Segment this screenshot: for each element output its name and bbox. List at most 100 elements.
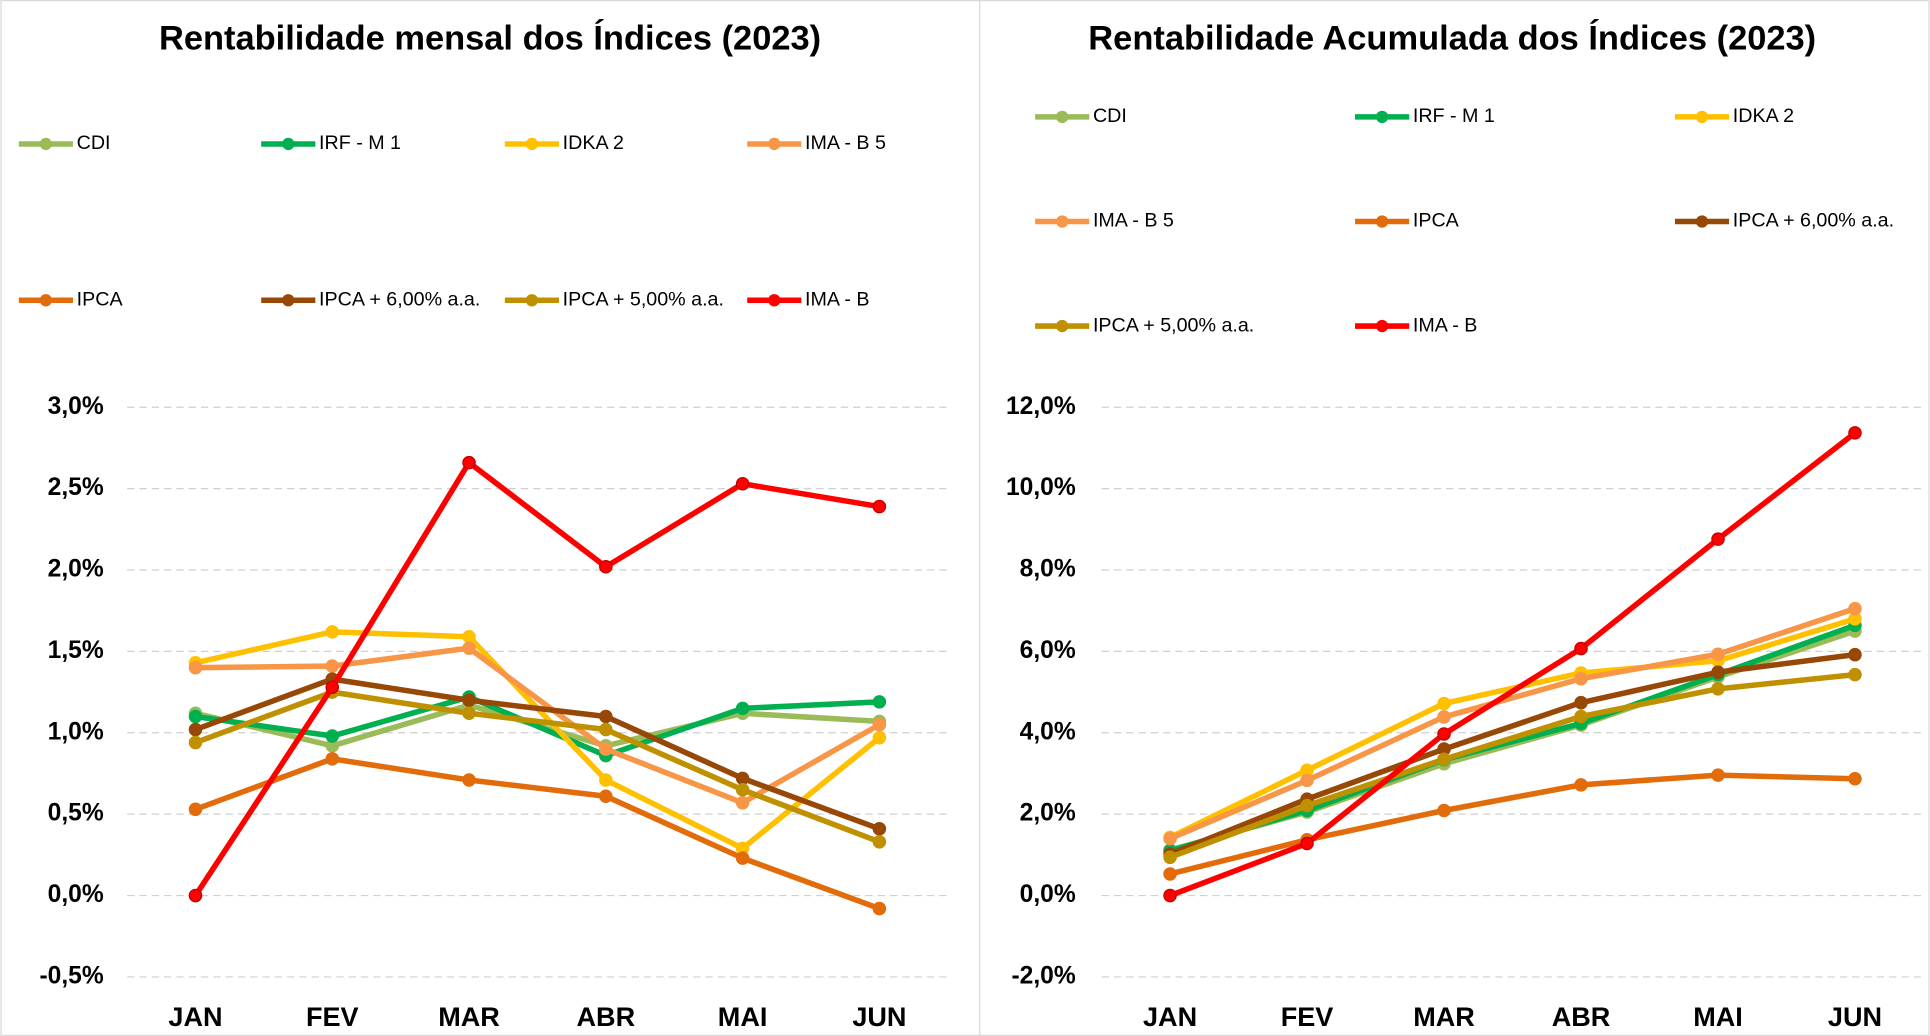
legend-label: IMA - B 5 [1093, 210, 1174, 232]
point [1574, 778, 1588, 792]
series-line [1169, 651, 1856, 857]
legend-marker [525, 137, 539, 151]
legend-marker [1695, 215, 1709, 228]
legend-label: CDI [1093, 105, 1127, 127]
point [325, 625, 340, 639]
series-line [193, 459, 880, 898]
legend-marker [1695, 110, 1709, 124]
y-tick-label: 4,0% [1020, 718, 1076, 745]
legend-label: IDKA 2 [563, 132, 624, 154]
y-tick-label: -2,0% [1011, 962, 1075, 989]
point [462, 641, 476, 655]
legend-label: IPCA + 6,00% a.a. [1733, 210, 1894, 232]
point [735, 771, 750, 786]
point [325, 659, 340, 673]
legend-label: IPCA [1413, 210, 1460, 232]
legend-label: IMA - B [805, 288, 870, 310]
x-tick-label: JUN [852, 1002, 906, 1032]
point [1300, 773, 1314, 788]
point [1848, 647, 1862, 662]
point [1711, 665, 1725, 679]
y-tick-label: 12,0% [1006, 393, 1076, 420]
legend-marker [282, 137, 295, 151]
point [1574, 709, 1588, 724]
legend-marker [768, 137, 781, 151]
chart-title: Rentabilidade Acumulada dos Índices (202… [1088, 18, 1816, 58]
series-line [194, 676, 881, 832]
legend-marker [525, 294, 539, 307]
y-tick-label: -0,5% [39, 962, 103, 989]
y-tick-label: 0,5% [48, 800, 104, 827]
y-tick-label: 1,5% [48, 637, 104, 664]
x-tick-label: FEV [1281, 1002, 1334, 1032]
point [462, 693, 476, 708]
legend-marker [1056, 110, 1069, 124]
point [188, 888, 203, 903]
point [1711, 768, 1725, 782]
legend-label: CDI [77, 132, 111, 154]
legend-label: IRF - M 1 [319, 132, 401, 154]
y-tick-label: 0,0% [48, 881, 104, 908]
legend-marker [39, 294, 53, 307]
point [872, 730, 887, 745]
x-tick-label: JAN [1143, 1002, 1197, 1032]
point [1437, 752, 1451, 767]
series-line [1168, 606, 1856, 842]
series-line [1169, 622, 1856, 854]
point [1848, 426, 1862, 440]
point [325, 680, 340, 694]
legend-marker [1375, 110, 1389, 124]
point [1163, 850, 1177, 865]
x-tick-label: JUN [1828, 1002, 1882, 1032]
point [599, 722, 613, 737]
point [188, 802, 203, 817]
y-tick-label: 6,0% [1020, 637, 1076, 664]
point [735, 796, 750, 810]
point [1711, 532, 1725, 546]
legend-label: IMA - B [1413, 314, 1478, 336]
y-tick-label: 10,0% [1006, 474, 1076, 501]
y-tick-label: 2,5% [48, 474, 104, 501]
point [735, 701, 750, 716]
point [735, 782, 750, 797]
point [872, 901, 887, 916]
point [735, 851, 750, 865]
point [1711, 682, 1725, 696]
y-tick-label: 2,0% [48, 556, 104, 583]
point [188, 660, 203, 675]
point [1574, 695, 1588, 710]
point [1437, 803, 1451, 818]
x-tick-label: MAI [718, 1002, 768, 1032]
point [599, 773, 613, 787]
x-tick-label: MAR [438, 1002, 500, 1032]
x-tick-label: ABR [1552, 1002, 1611, 1032]
point [1300, 798, 1314, 813]
legend-marker [768, 294, 781, 307]
legend-marker [1375, 319, 1389, 333]
y-tick-label: 1,0% [48, 718, 104, 745]
series-line [194, 756, 881, 912]
legend-marker [1056, 215, 1069, 228]
series-line [195, 645, 881, 806]
series-line [1169, 772, 1856, 877]
series-line [1169, 430, 1857, 899]
legend-marker [1375, 215, 1389, 228]
point [1711, 647, 1725, 662]
point [1574, 641, 1588, 656]
point [872, 499, 887, 514]
point [872, 835, 887, 849]
point [599, 560, 613, 574]
point [872, 695, 887, 709]
point [1163, 831, 1177, 846]
point [462, 455, 476, 470]
legend-label: IMA - B 5 [805, 132, 886, 154]
point [325, 752, 340, 766]
series-line [194, 689, 881, 845]
point [462, 773, 476, 787]
point [1848, 667, 1862, 682]
point [1437, 710, 1451, 724]
point [1163, 888, 1177, 903]
legend-label: IPCA + 5,00% a.a. [1093, 314, 1254, 336]
point [735, 476, 750, 491]
